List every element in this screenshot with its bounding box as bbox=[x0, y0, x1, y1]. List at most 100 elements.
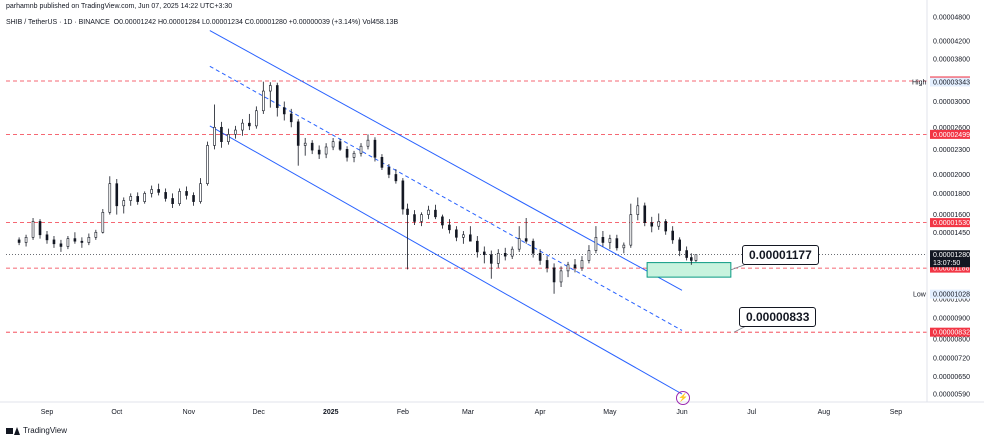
candle-body bbox=[559, 270, 563, 283]
candle-body bbox=[255, 110, 258, 127]
candle-body bbox=[406, 208, 409, 215]
candle-body bbox=[345, 149, 349, 158]
candle-body bbox=[482, 251, 486, 256]
candle-body bbox=[510, 248, 514, 257]
x-tick-label: Jun bbox=[676, 409, 687, 416]
candle-body bbox=[694, 254, 698, 261]
target-callout-lower[interactable]: 0.00000833 bbox=[739, 307, 817, 327]
candle-body bbox=[580, 260, 584, 269]
candle-body bbox=[94, 231, 98, 238]
candle-body bbox=[657, 221, 661, 227]
candle-body bbox=[282, 107, 286, 115]
candle-body bbox=[17, 239, 21, 243]
candle-body bbox=[552, 267, 556, 283]
candle-body bbox=[650, 222, 654, 227]
candle-body bbox=[366, 139, 370, 147]
symbol-ohlc-line: SHIB / TetherUS · 1D · BINANCE O0.000012… bbox=[6, 19, 398, 26]
candle-body bbox=[234, 129, 237, 135]
level-badge-text: 0.00001530 bbox=[933, 220, 970, 227]
last-price-badge-countdown: 13:07:50 bbox=[933, 260, 960, 267]
candle-body bbox=[566, 264, 570, 272]
x-tick-label: Dec bbox=[252, 409, 265, 416]
candle-body bbox=[59, 243, 63, 247]
candle-body bbox=[185, 191, 188, 196]
candle-body bbox=[275, 85, 279, 108]
level-badge-bg bbox=[930, 327, 970, 337]
candle-body bbox=[199, 183, 202, 202]
candle-body bbox=[469, 234, 472, 242]
candle-body bbox=[171, 198, 174, 204]
candle-body bbox=[129, 196, 133, 201]
candle-body bbox=[87, 237, 91, 243]
candle-body bbox=[531, 240, 535, 254]
x-tick-label: Nov bbox=[183, 409, 196, 416]
candle-body bbox=[227, 134, 230, 142]
candle-body bbox=[220, 126, 223, 142]
x-tick-label: Apr bbox=[535, 409, 547, 416]
candle-body bbox=[573, 264, 577, 269]
candle-body bbox=[517, 238, 521, 250]
candle-body bbox=[664, 221, 668, 232]
channel-lower-line bbox=[209, 125, 683, 395]
level-badge-text: 0.00000832 bbox=[933, 330, 970, 337]
candle-body bbox=[115, 183, 119, 207]
x-tick-label: May bbox=[603, 409, 617, 416]
candle-body bbox=[594, 237, 598, 251]
y-tick-label: 0.00000650 bbox=[933, 374, 970, 381]
support-zone-box bbox=[646, 262, 732, 278]
target-callout-upper[interactable]: 0.00001177 bbox=[742, 245, 819, 265]
candle-body bbox=[164, 192, 167, 199]
y-tick-label: 0.00003000 bbox=[933, 99, 970, 106]
y-tick-label: 0.00000590 bbox=[933, 392, 970, 399]
candle-body bbox=[601, 237, 605, 243]
candle-body bbox=[455, 229, 458, 238]
candle-body bbox=[324, 146, 328, 155]
candle-body bbox=[317, 149, 321, 155]
level-badge-bg bbox=[930, 263, 970, 273]
x-tick-label: Mar bbox=[462, 409, 475, 416]
candle-body bbox=[690, 257, 693, 261]
high-marker-bg bbox=[930, 77, 970, 87]
footer-brand-text: TradingView bbox=[23, 426, 68, 435]
candle-body bbox=[192, 195, 195, 202]
candle-body bbox=[441, 216, 444, 226]
candle-body bbox=[387, 167, 391, 175]
low-marker-bg bbox=[930, 289, 970, 299]
high-marker-label: High bbox=[912, 80, 927, 87]
published-line: parhamnb published on TradingView.com, J… bbox=[6, 3, 233, 10]
candle-body bbox=[38, 221, 42, 236]
x-tick-label: Sep bbox=[41, 409, 54, 416]
candle-body bbox=[136, 196, 140, 202]
candle-body bbox=[587, 250, 591, 261]
candle-body bbox=[380, 157, 384, 168]
candle-body bbox=[476, 240, 479, 253]
candle-body bbox=[352, 152, 356, 158]
candle-body bbox=[150, 189, 153, 194]
x-tick-label: Aug bbox=[818, 409, 831, 416]
channel-upper-line bbox=[209, 30, 683, 291]
y-tick-label: 0.00003800 bbox=[933, 57, 970, 64]
candle-body bbox=[671, 230, 674, 241]
level-badge-bg bbox=[930, 218, 970, 228]
y-tick-label: 0.00002000 bbox=[933, 172, 970, 179]
symbol-label[interactable]: SHIB / TetherUS · 1D · BINANCE bbox=[6, 19, 110, 26]
candle-body bbox=[157, 189, 160, 193]
candle-body bbox=[52, 239, 56, 245]
candle-body bbox=[122, 200, 126, 207]
candle-body bbox=[359, 145, 363, 154]
last-price-badge-bg bbox=[930, 250, 970, 268]
y-tick-label: 0.00002300 bbox=[933, 147, 970, 154]
candle-body bbox=[101, 212, 105, 233]
candle-body bbox=[303, 142, 307, 146]
candle-body bbox=[289, 113, 293, 123]
lightning-icon[interactable]: ⚡ bbox=[676, 391, 690, 405]
candle-body bbox=[143, 193, 146, 202]
level-badge-text: 0.00002499 bbox=[933, 132, 970, 139]
candle-body bbox=[331, 141, 335, 148]
candle-body bbox=[503, 253, 507, 257]
candle-body bbox=[213, 126, 216, 146]
tradingview-logo-icon bbox=[6, 426, 20, 435]
candle-body bbox=[427, 209, 430, 215]
y-tick-label: 0.00002600 bbox=[933, 125, 970, 132]
